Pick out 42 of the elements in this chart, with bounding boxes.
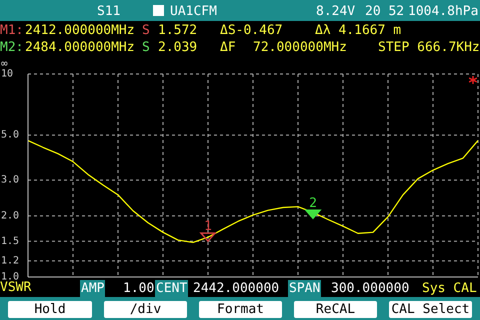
y-tick-label: 2.0: [1, 210, 20, 222]
text: Sys CAL: [422, 280, 477, 297]
text: Δλ 4.1667 m: [315, 22, 402, 39]
y-tick-label: 1.0: [1, 272, 20, 282]
text: 2.039: [158, 39, 198, 56]
text: 1.572: [158, 22, 198, 39]
text: ∞: [1, 56, 8, 70]
text: 1004.8hPa: [408, 3, 478, 20]
text: S: [142, 22, 150, 39]
text: 2412.000000MHz: [25, 22, 135, 39]
annotation: 1: [204, 219, 212, 234]
text: CAL Select: [389, 301, 472, 318]
y-tick-label: 10: [1, 68, 14, 80]
text: AMP: [80, 280, 106, 297]
text: 2442.000000: [193, 280, 280, 297]
line-series: [28, 140, 478, 244]
text: M1:: [0, 22, 24, 39]
text: 300.000000: [331, 280, 410, 297]
text: Format: [199, 301, 282, 318]
text: S: [142, 39, 150, 56]
text: /div: [104, 301, 187, 318]
annotation: 2: [309, 196, 317, 212]
text: S11: [97, 3, 120, 20]
y-tick-label: 1.2: [1, 255, 20, 266]
text: STEP 666.7KHz: [378, 39, 480, 56]
y-tick-label: 5.0: [1, 130, 20, 141]
text: 1.00: [123, 280, 154, 297]
text: Hold: [8, 301, 92, 318]
text: SPAN: [288, 280, 322, 297]
text: 20 52: [365, 3, 404, 20]
text: ΔS-0.467: [220, 22, 283, 39]
text: ΔF: [220, 39, 236, 56]
text: ReCAL: [294, 301, 377, 318]
y-tick-label: 3.0: [1, 174, 20, 186]
text: 72.000000MHz: [253, 39, 347, 56]
text: M2:: [0, 39, 24, 56]
text: CENT: [155, 280, 188, 297]
text: 2484.000000MHz: [25, 39, 135, 56]
text: UA1CFM: [170, 3, 217, 20]
y-tick-label: 1.5: [1, 236, 20, 247]
text: 8.24V: [316, 3, 356, 20]
y-axis-title: VSWR: [0, 280, 32, 295]
